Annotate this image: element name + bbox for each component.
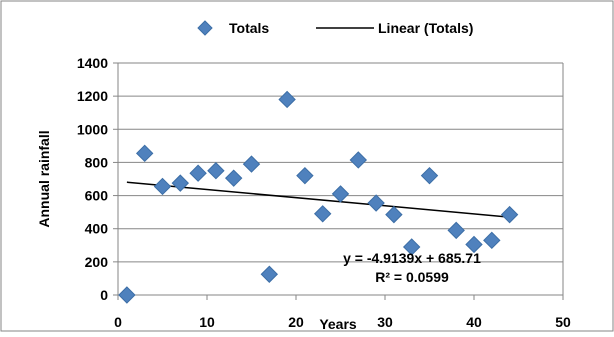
data-point [260,265,279,283]
data-point [483,231,501,250]
data-points [118,90,519,304]
legend-diamond-marker [197,20,213,36]
data-point [171,174,190,192]
y-tick-label: 400 [85,221,109,237]
data-point [278,90,296,109]
x-axis-title: Years [319,316,357,332]
legend-series-label: Totals [229,20,269,36]
data-point [153,177,172,196]
legend: Totals Linear (Totals) [197,20,473,36]
linear-trendline [126,181,510,218]
data-point [135,144,154,163]
x-tick-label: 0 [114,314,122,330]
data-point [224,169,243,187]
data-point [420,166,439,185]
data-point [500,205,519,224]
data-point [331,185,350,203]
y-tick-label: 800 [85,154,109,170]
data-point [242,155,261,173]
data-point [296,166,314,185]
trendline-r2: R² = 0.0599 [375,269,449,285]
axes [113,62,564,300]
x-tick-label: 30 [377,314,393,330]
legend-trend-label: Linear (Totals) [378,20,473,36]
trendline-layer [126,181,510,218]
data-point [189,164,207,182]
data-point [465,235,483,254]
trendline-equation: y = -4.9139x + 685.71 [343,250,481,266]
y-tick-label: 0 [100,287,108,303]
y-tick-label: 1000 [77,121,108,137]
data-point [207,162,225,180]
tick-labels: 0 200 400 600 800 1000 1200 1400 0 10 20 30 40 50 [77,55,571,330]
y-tick-label: 200 [85,254,109,270]
x-tick-label: 10 [199,314,215,330]
data-point [447,221,465,240]
x-tick-label: 50 [555,314,571,330]
data-point [118,286,136,304]
data-point [402,238,421,256]
data-point [385,205,403,224]
x-tick-label: 40 [466,314,482,330]
x-tick-label: 20 [288,314,304,330]
y-tick-label: 1200 [77,88,108,104]
y-tick-label: 600 [85,188,109,204]
y-tick-label: 1400 [77,55,108,71]
data-point [313,205,332,223]
data-point [349,151,368,169]
y-axis-title: Annual rainfall [36,130,52,227]
data-point [367,194,385,212]
